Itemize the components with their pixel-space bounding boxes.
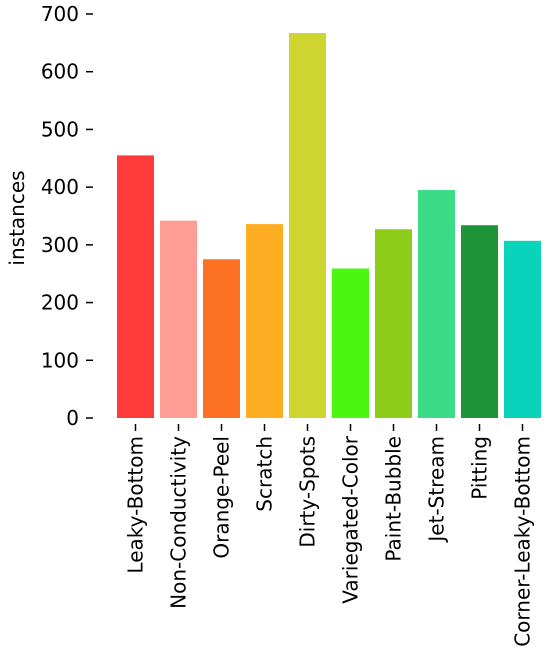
x-tick-label: Corner-Leaky-Bottom [511, 436, 535, 647]
x-tick-label: Jet-Stream [425, 436, 449, 544]
y-tick-label: 0 [66, 406, 79, 430]
y-tick-label: 500 [41, 117, 79, 141]
y-axis: 0 100 200 300 400 500 600 700 [41, 2, 93, 430]
x-tick-label: Dirty-Spots [296, 436, 320, 548]
y-tick-label: 400 [41, 175, 79, 199]
bar-pitting [461, 225, 498, 418]
y-tick-label: 700 [41, 2, 79, 26]
x-tick-label: Leaky-Bottom [124, 436, 148, 574]
bar-jet-stream [418, 190, 455, 418]
bar-orange-peel [203, 259, 240, 418]
x-tick-label: Pitting [468, 436, 492, 500]
y-tick-label: 100 [41, 348, 79, 372]
bar-leaky-bottom [117, 155, 154, 418]
y-tick-label: 200 [41, 291, 79, 315]
y-tick-label: 600 [41, 60, 79, 84]
bar-non-conductivity [160, 220, 197, 418]
bar-scratch [246, 224, 283, 418]
x-tick-label: Non-Conductivity [167, 436, 191, 609]
y-tick-label: 300 [41, 233, 79, 257]
x-tick-label: Paint-Bubble [382, 436, 406, 562]
bar-dirty-spots [289, 33, 326, 418]
x-axis: Leaky-Bottom Non-Conductivity Orange-Peel S… [124, 424, 535, 647]
x-tick-label: Scratch [253, 436, 277, 512]
bar-variegated-color [332, 268, 369, 418]
bars [117, 33, 541, 418]
x-tick-label: Orange-Peel [210, 436, 234, 559]
x-tick-label: Variegated-Color [339, 435, 363, 603]
y-axis-label: instances [5, 170, 29, 265]
bar-corner-leaky-bottom [504, 240, 541, 418]
bar-paint-bubble [375, 229, 412, 418]
